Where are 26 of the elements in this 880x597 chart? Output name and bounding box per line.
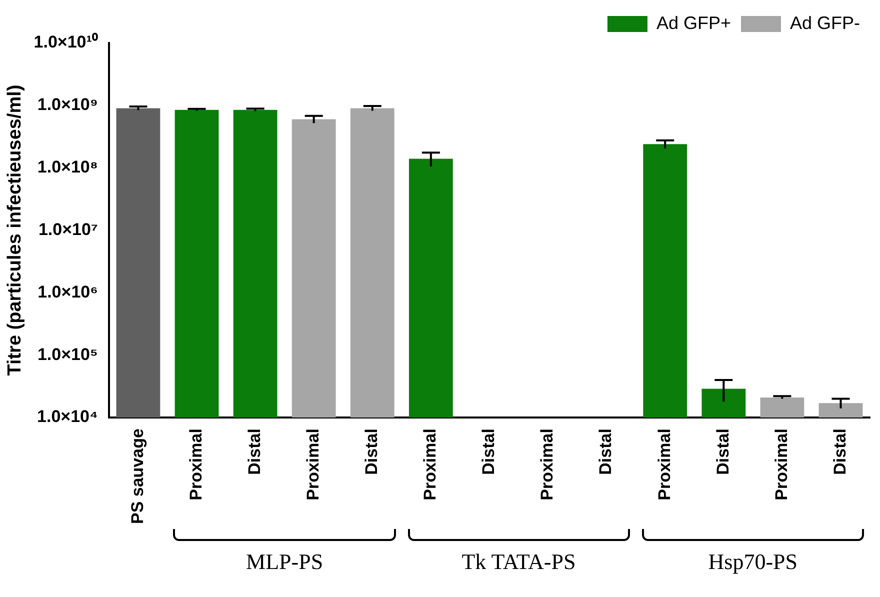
x-tick-label: Proximal xyxy=(772,428,791,500)
x-tick-label: Proximal xyxy=(186,428,206,500)
y-tick-label: 1.0×10⁴ xyxy=(37,407,98,426)
x-tick-label: Proximal xyxy=(538,428,557,500)
x-tick-label: Proximal xyxy=(654,428,674,500)
x-tick-label: Distal xyxy=(596,428,616,475)
y-tick-label: 1.0×10⁵ xyxy=(37,344,98,364)
x-tick-label: PS sauvage xyxy=(128,428,147,524)
x-tick-label: Distal xyxy=(713,428,732,475)
x-tick-label: Distal xyxy=(362,428,382,475)
y-tick-label: 1.0×10⁷ xyxy=(38,220,98,239)
x-tick-label: Proximal xyxy=(304,428,323,500)
y-axis-title: Titre (particules infectieuses/ml) xyxy=(4,84,26,376)
y-tick-label: 1.0×10⁶ xyxy=(38,282,98,302)
x-tick-label: Distal xyxy=(244,428,264,475)
x-tick-label: Distal xyxy=(830,428,850,475)
text: MLP-PS xyxy=(245,549,324,575)
x-tick-label: Distal xyxy=(479,428,498,475)
x-tick-label: Proximal xyxy=(420,428,440,500)
legend-label: Ad GFP- xyxy=(790,12,860,33)
y-tick-label: 1.0×10⁸ xyxy=(37,158,98,177)
legend-label: Ad GFP+ xyxy=(656,12,731,33)
text: Tk TATA-PS xyxy=(460,549,577,575)
y-tick-label: 1.0×10⁹ xyxy=(37,95,98,114)
text: Hsp70-PS xyxy=(707,549,799,575)
y-tick-label: 1.0×10¹⁰ xyxy=(34,32,98,52)
